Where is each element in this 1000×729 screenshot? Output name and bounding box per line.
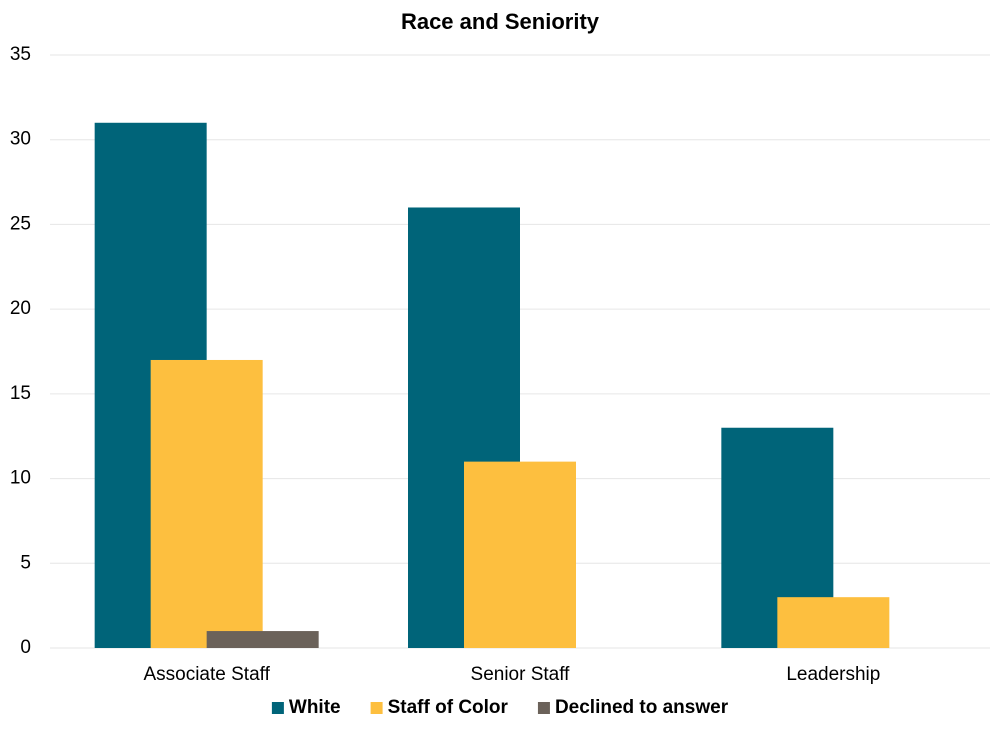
y-tick-label: 20	[10, 298, 31, 319]
legend-swatch	[370, 702, 383, 714]
legend-swatch	[271, 702, 284, 714]
legend-label: Declined to answer	[555, 697, 729, 718]
bar	[464, 461, 576, 648]
y-tick-label: 25	[10, 213, 31, 234]
y-tick-label: 0	[20, 637, 31, 658]
bar	[206, 631, 319, 648]
legend-swatch	[537, 702, 550, 714]
bar	[150, 359, 263, 648]
x-tick-label: Leadership	[786, 664, 880, 685]
y-tick-label: 30	[10, 129, 31, 150]
y-tick-label: 5	[20, 552, 31, 573]
chart-title: Race and Seniority	[401, 9, 600, 34]
bar	[777, 597, 890, 648]
x-tick-label: Associate Staff	[143, 664, 270, 685]
y-tick-label: 15	[10, 383, 31, 404]
y-tick-label: 35	[10, 44, 31, 65]
x-tick-label: Senior Staff	[471, 664, 571, 685]
y-tick-label: 10	[10, 468, 31, 489]
legend-label: Staff of Color	[388, 697, 509, 718]
legend-label: White	[289, 697, 341, 718]
